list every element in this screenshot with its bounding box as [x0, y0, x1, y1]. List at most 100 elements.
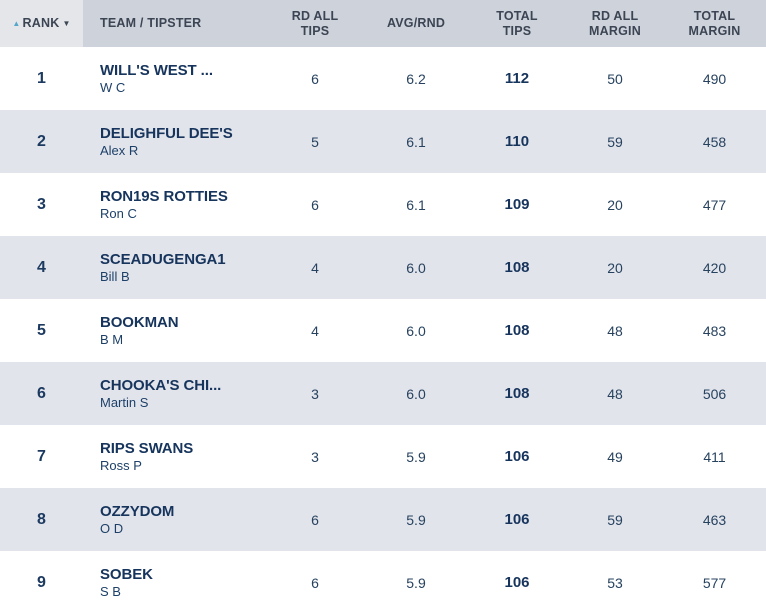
total-margin-value: 577	[702, 574, 727, 591]
tipster-name: Ross P	[100, 458, 142, 473]
rd-all-margin-value: 49	[607, 448, 623, 465]
table-row[interactable]: 6 CHOOKA'S CHI... Martin S 3 6.0 108 48 …	[0, 362, 766, 425]
team-name[interactable]: SCEADUGENGA1	[100, 251, 226, 268]
rd-all-margin-value: 59	[607, 511, 623, 528]
table-row[interactable]: 5 BOOKMAN B M 4 6.0 108 48 483	[0, 299, 766, 362]
table-body: 1 WILL'S WEST ... W C 6 6.2 112 50 490 2…	[0, 47, 766, 613]
avg-rnd-value: 5.9	[406, 574, 426, 591]
sort-descending-icon[interactable]: ▼	[62, 18, 71, 28]
team-name[interactable]: CHOOKA'S CHI...	[100, 377, 222, 394]
rd-all-tips-value: 3	[311, 448, 319, 465]
team-name[interactable]: RON19S ROTTIES	[100, 188, 228, 205]
avg-rnd-value: 5.9	[406, 448, 426, 465]
total-margin-value: 458	[702, 133, 727, 150]
column-header-total-tips[interactable]: TOTAL TIPS	[496, 9, 538, 38]
table-row[interactable]: 4 SCEADUGENGA1 Bill B 4 6.0 108 20 420	[0, 236, 766, 299]
total-tips-value: 106	[504, 448, 530, 465]
rank-value: 1	[37, 69, 46, 87]
team-cell: DELIGHFUL DEE'S Alex R	[83, 125, 265, 158]
total-tips-value: 108	[504, 385, 530, 402]
team-name[interactable]: SOBEK	[100, 566, 153, 583]
column-header-rd-all-margin[interactable]: RD ALL MARGIN	[589, 9, 641, 38]
column-header-rank[interactable]: ▲ RANK ▼	[0, 0, 83, 47]
total-tips-value: 108	[504, 259, 530, 276]
team-name[interactable]: OZZYDOM	[100, 503, 175, 520]
rd-all-tips-value: 4	[311, 322, 319, 339]
rd-all-tips-value: 3	[311, 385, 319, 402]
table-row[interactable]: 7 RIPS SWANS Ross P 3 5.9 106 49 411	[0, 425, 766, 488]
rd-all-margin-value: 20	[607, 196, 623, 213]
tipster-name: W C	[100, 80, 126, 95]
rank-value: 7	[37, 447, 46, 465]
column-header-rd-all-tips[interactable]: RD ALL TIPS	[291, 9, 339, 38]
total-tips-value: 110	[504, 133, 530, 150]
team-name[interactable]: BOOKMAN	[100, 314, 179, 331]
avg-rnd-value: 6.0	[406, 385, 426, 402]
rank-value: 2	[37, 132, 46, 150]
avg-rnd-value: 6.0	[406, 259, 426, 276]
total-tips-value: 109	[504, 196, 530, 213]
team-cell: RON19S ROTTIES Ron C	[83, 188, 265, 221]
rank-value: 4	[37, 258, 46, 276]
column-header-total-margin[interactable]: TOTAL MARGIN	[688, 9, 741, 38]
rd-all-margin-value: 48	[607, 322, 623, 339]
tipster-name: Alex R	[100, 143, 139, 158]
total-tips-value: 108	[504, 322, 530, 339]
rank-value: 9	[37, 573, 46, 591]
column-header-avg-rnd[interactable]: AVG/RND	[386, 16, 446, 31]
tipster-name: Ron C	[100, 206, 137, 221]
team-name[interactable]: WILL'S WEST ...	[100, 62, 213, 79]
team-name[interactable]: DELIGHFUL DEE'S	[100, 125, 233, 142]
tipster-name: Martin S	[100, 395, 149, 410]
column-header-team-tipster[interactable]: TEAM / TIPSTER	[100, 16, 202, 31]
rd-all-margin-value: 48	[607, 385, 623, 402]
total-tips-value: 106	[504, 511, 530, 528]
total-margin-value: 463	[702, 511, 727, 528]
rank-value: 8	[37, 510, 46, 528]
rank-value: 5	[37, 321, 46, 339]
sort-ascending-icon[interactable]: ▲	[12, 18, 21, 28]
team-cell: RIPS SWANS Ross P	[83, 440, 265, 473]
team-cell: OZZYDOM O D	[83, 503, 265, 536]
total-margin-value: 483	[702, 322, 727, 339]
total-tips-value: 106	[504, 574, 530, 591]
total-margin-value: 490	[702, 70, 727, 87]
total-tips-value: 112	[504, 70, 530, 87]
rank-value: 3	[37, 195, 46, 213]
rd-all-margin-value: 50	[607, 70, 623, 87]
tipster-name: B M	[100, 332, 124, 347]
avg-rnd-value: 6.1	[406, 196, 426, 213]
rd-all-tips-value: 5	[311, 133, 319, 150]
rd-all-tips-value: 4	[311, 259, 319, 276]
column-header-rank-label: RANK	[22, 16, 60, 31]
table-row[interactable]: 3 RON19S ROTTIES Ron C 6 6.1 109 20 477	[0, 173, 766, 236]
team-cell: WILL'S WEST ... W C	[83, 62, 265, 95]
rd-all-margin-value: 59	[607, 133, 623, 150]
table-row[interactable]: 9 SOBEK S B 6 5.9 106 53 577	[0, 551, 766, 613]
avg-rnd-value: 6.1	[406, 133, 426, 150]
team-cell: SCEADUGENGA1 Bill B	[83, 251, 265, 284]
team-cell: BOOKMAN B M	[83, 314, 265, 347]
avg-rnd-value: 6.0	[406, 322, 426, 339]
tipster-name: Bill B	[100, 269, 130, 284]
tipster-name: S B	[100, 584, 121, 599]
total-margin-value: 420	[702, 259, 727, 276]
table-header: ▲ RANK ▼ TEAM / TIPSTER RD ALL TIPS AVG/…	[0, 0, 766, 47]
team-name[interactable]: RIPS SWANS	[100, 440, 194, 457]
avg-rnd-value: 6.2	[406, 70, 426, 87]
total-margin-value: 411	[703, 448, 726, 465]
rd-all-tips-value: 6	[311, 574, 319, 591]
table-row[interactable]: 8 OZZYDOM O D 6 5.9 106 59 463	[0, 488, 766, 551]
total-margin-value: 477	[702, 196, 727, 213]
rd-all-tips-value: 6	[311, 196, 319, 213]
tipster-name: O D	[100, 521, 124, 536]
table-row[interactable]: 1 WILL'S WEST ... W C 6 6.2 112 50 490	[0, 47, 766, 110]
rd-all-margin-value: 20	[607, 259, 623, 276]
avg-rnd-value: 5.9	[406, 511, 426, 528]
rd-all-tips-value: 6	[311, 511, 319, 528]
team-cell: CHOOKA'S CHI... Martin S	[83, 377, 265, 410]
total-margin-value: 506	[702, 385, 727, 402]
table-row[interactable]: 2 DELIGHFUL DEE'S Alex R 5 6.1 110 59 45…	[0, 110, 766, 173]
rank-value: 6	[37, 384, 46, 402]
